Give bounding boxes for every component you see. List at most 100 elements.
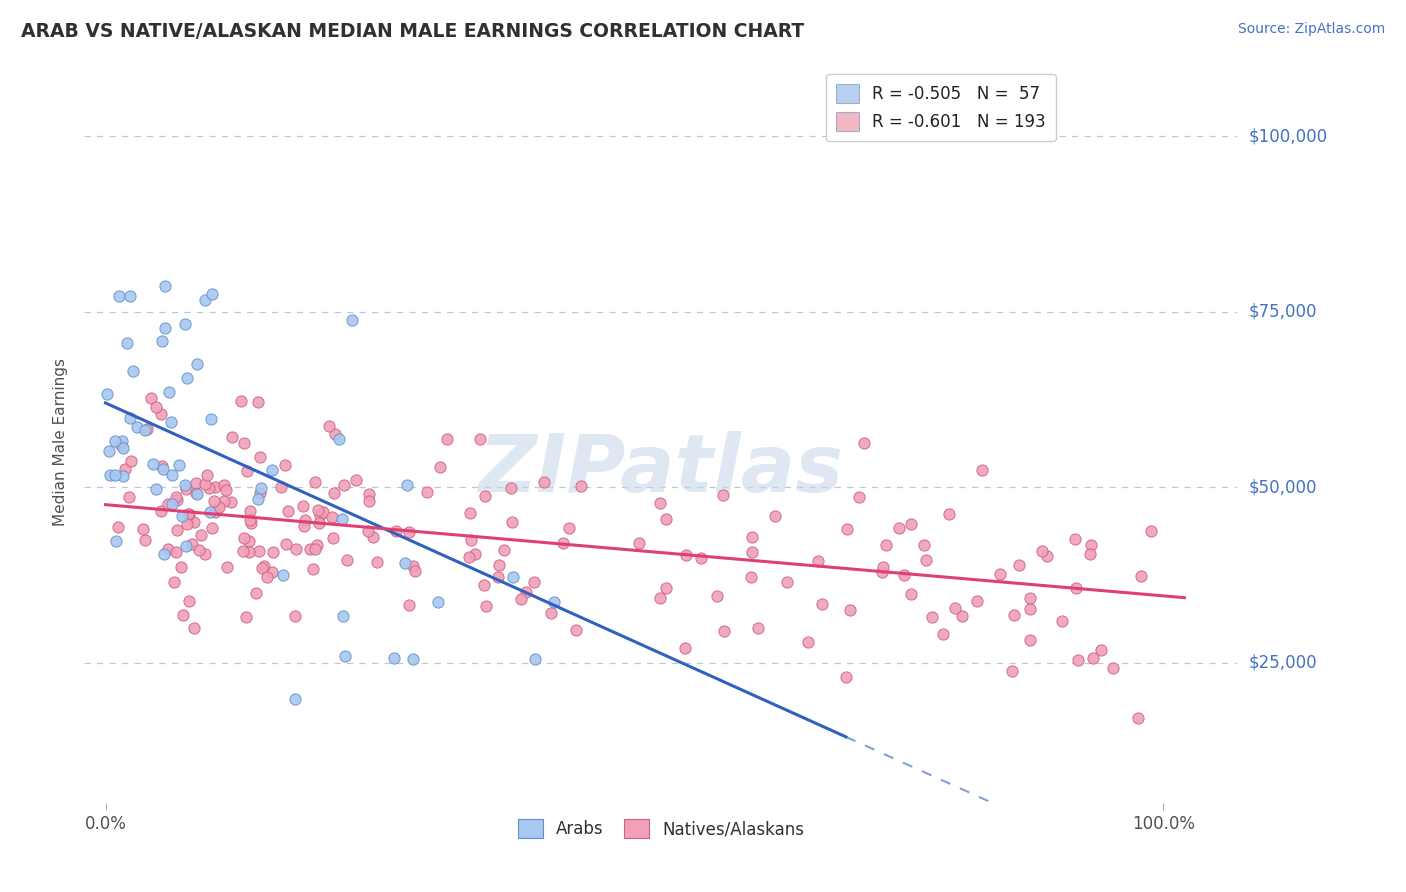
Point [238,545,260,559]
Point [284,691,307,706]
Point [1031,543,1053,558]
Point [988,566,1011,581]
Point [212,478,235,492]
Point [291,499,314,513]
Point [655,581,678,595]
Point [157,384,180,399]
Point [673,640,696,655]
Point [970,462,993,476]
Point [246,395,269,409]
Point [104,434,127,448]
Point [533,475,555,490]
Point [104,534,127,549]
Point [1064,532,1087,546]
Point [153,321,176,335]
Point [474,489,496,503]
Point [153,278,176,293]
Point [150,458,173,473]
Point [472,577,495,591]
Point [135,422,157,436]
Point [166,524,188,538]
Point [271,567,294,582]
Point [98,443,121,458]
Point [460,507,482,521]
Point [115,335,138,350]
Point [270,480,292,494]
Point [402,652,425,666]
Point [152,462,174,476]
Point [112,442,135,456]
Point [900,517,922,532]
Point [912,538,935,552]
Text: Source: ZipAtlas.com: Source: ZipAtlas.com [1237,22,1385,37]
Point [747,621,769,635]
Point [776,575,799,590]
Text: $75,000: $75,000 [1249,302,1317,321]
Point [170,559,193,574]
Point [183,621,205,635]
Point [797,635,820,649]
Point [309,508,332,522]
Point [172,508,194,523]
Point [870,566,893,580]
Point [464,547,486,561]
Point [943,601,966,615]
Point [966,593,988,607]
Legend: Arabs, Natives/Alaskans: Arabs, Natives/Alaskans [510,813,811,845]
Point [515,585,537,599]
Point [332,608,354,623]
Point [252,561,274,575]
Point [179,507,201,521]
Point [401,559,423,574]
Point [186,476,208,491]
Point [1128,711,1150,725]
Point [174,318,197,332]
Point [321,509,343,524]
Point [304,541,326,556]
Point [396,478,419,492]
Text: $50,000: $50,000 [1249,478,1317,496]
Point [184,486,207,500]
Point [120,454,142,468]
Point [838,603,860,617]
Point [931,627,953,641]
Point [172,607,194,622]
Point [675,548,697,562]
Point [233,531,256,545]
Point [162,467,184,482]
Point [384,524,406,539]
Point [763,508,786,523]
Point [235,464,257,478]
Point [875,538,897,552]
Point [250,481,273,495]
Point [1078,547,1101,561]
Point [111,434,134,449]
Point [915,553,938,567]
Point [107,288,129,302]
Point [197,481,219,495]
Point [141,391,163,405]
Point [740,570,762,584]
Point [262,545,284,559]
Point [112,468,135,483]
Point [274,458,297,472]
Point [711,488,734,502]
Y-axis label: Median Male Earnings: Median Male Earnings [53,358,69,525]
Point [835,670,858,684]
Point [486,570,509,584]
Point [110,438,132,452]
Point [810,598,832,612]
Point [118,410,141,425]
Point [194,293,217,307]
Point [247,544,270,558]
Point [655,511,678,525]
Point [118,490,141,504]
Point [239,513,262,527]
Point [142,457,165,471]
Point [176,517,198,532]
Point [197,468,219,483]
Point [510,591,533,606]
Point [177,508,200,522]
Point [648,591,671,606]
Point [1000,664,1022,678]
